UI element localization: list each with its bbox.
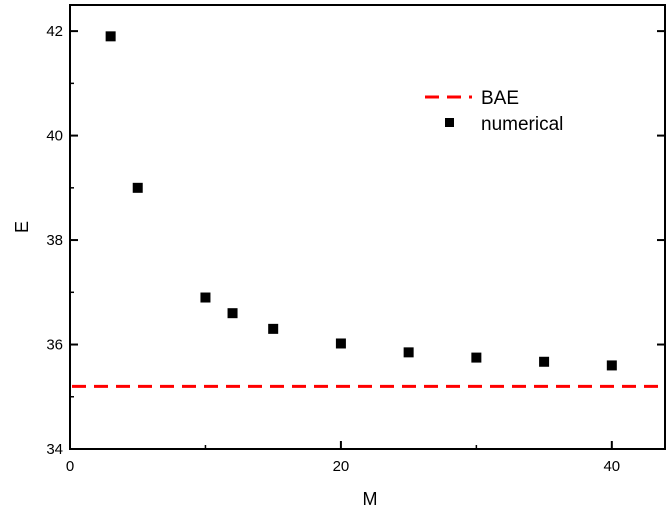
numerical-point xyxy=(200,292,211,303)
numerical-point xyxy=(335,338,346,349)
legend-numerical-swatch xyxy=(445,118,454,127)
x-tick-label: 40 xyxy=(603,458,620,475)
legend: BAE numerical xyxy=(425,88,563,135)
numerical-point xyxy=(403,347,414,358)
numerical-point xyxy=(227,308,238,319)
numerical-point xyxy=(539,356,550,367)
plot-border xyxy=(69,4,666,450)
numerical-point xyxy=(606,360,617,371)
legend-bae-label: BAE xyxy=(481,88,519,109)
series-layer xyxy=(72,31,664,388)
numerical-point xyxy=(471,352,482,363)
numerical-point xyxy=(105,31,116,42)
x-tick-label: 0 xyxy=(66,458,74,475)
y-tick-label: 42 xyxy=(46,23,63,40)
y-tick-label: 34 xyxy=(46,441,63,458)
y-tick-label: 38 xyxy=(46,232,63,249)
x-axis: 0 20 40 xyxy=(66,441,620,475)
numerical-point xyxy=(132,182,143,193)
y-tick-label: 36 xyxy=(46,337,63,354)
y-axis: 34 36 38 40 42 xyxy=(46,23,665,458)
x-tick-label: 20 xyxy=(333,458,350,475)
legend-numerical-label: numerical xyxy=(481,114,563,135)
numerical-point xyxy=(268,323,279,334)
plot-frame xyxy=(69,4,666,450)
x-axis-title: M xyxy=(363,489,378,509)
y-axis-title: E xyxy=(12,221,32,233)
y-tick-label: 40 xyxy=(46,128,63,145)
